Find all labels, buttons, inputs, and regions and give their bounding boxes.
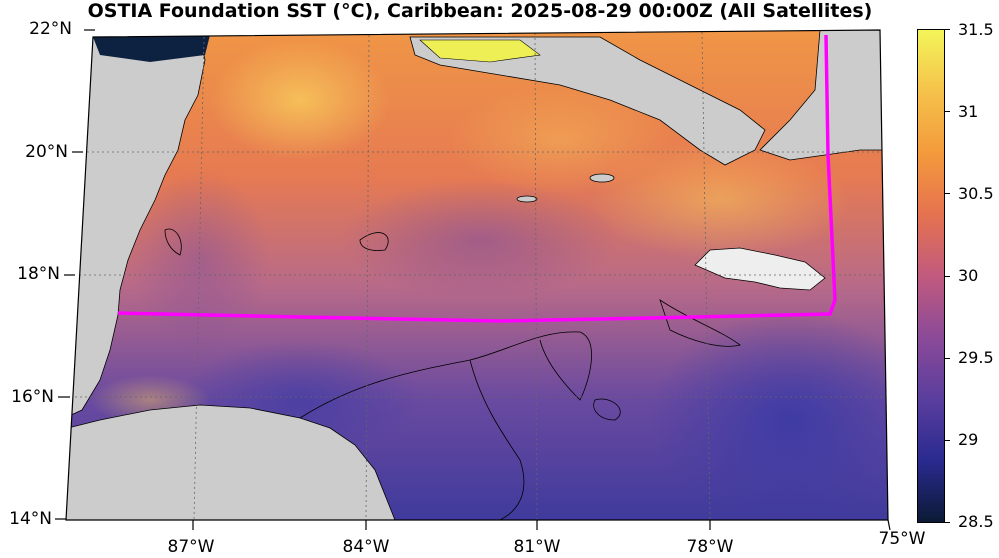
colorbar-label: 31.5 (958, 20, 994, 39)
island-cayman (516, 195, 538, 203)
colorbar-tick-mark (944, 29, 950, 30)
warm-patch (450, 85, 670, 195)
colorbar-tick-mark (944, 522, 950, 523)
land-cuba (409, 36, 766, 166)
lat-label-16n: 16°N (11, 387, 54, 407)
colorbar-label: 28.5 (958, 512, 994, 531)
land-jamaica (694, 247, 826, 291)
lon-label-78w: 78°W (686, 537, 734, 557)
map-title: OSTIA Foundation SST (°C), Caribbean: 20… (87, 0, 873, 22)
island-cayman (589, 173, 615, 183)
colorbar-label: 30 (958, 266, 979, 285)
land-yucatan (66, 36, 206, 421)
lon-label-81w: 81°W (513, 537, 561, 557)
region-boundary (117, 34, 837, 323)
cool-patch (130, 170, 270, 350)
lon-label-84w: 84°W (342, 537, 390, 557)
cuba-warm-shelf (419, 39, 541, 63)
colorbar (917, 29, 945, 523)
colorbar-tick-mark (944, 358, 950, 359)
lon-label-75w: 75°W (878, 529, 926, 549)
colorbar-label: 30.5 (958, 184, 994, 203)
warm-patch (210, 40, 390, 160)
colorbar-tick-mark (944, 193, 950, 194)
cool-patch (650, 310, 888, 520)
warm-patch (590, 140, 850, 260)
lat-label-18n: 18°N (17, 264, 60, 284)
colorbar-tick-mark (944, 111, 950, 112)
colorbar-tick-mark (944, 440, 950, 441)
land-gulf-edge (93, 35, 210, 62)
lat-label-20n: 20°N (25, 142, 68, 162)
cool-patch (340, 180, 620, 300)
colorbar-tick-mark (944, 276, 950, 277)
lat-label-22n: 22°N (29, 19, 72, 39)
colorbar-label: 29.5 (958, 348, 994, 367)
colorbar-label: 29 (958, 430, 979, 449)
tick-marks (55, 29, 891, 531)
lat-label-14n: 14°N (9, 509, 52, 529)
colorbar-label: 31 (958, 102, 979, 121)
lon-label-87w: 87°W (167, 537, 215, 557)
graticule (70, 31, 887, 520)
